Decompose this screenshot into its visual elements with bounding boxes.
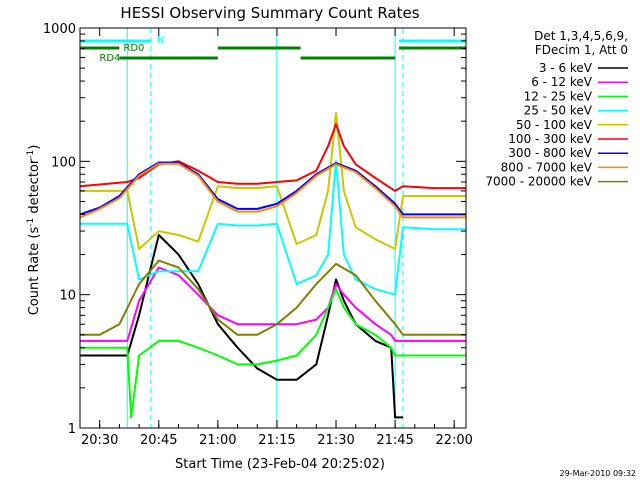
- y-tick-label-100: 100: [51, 155, 76, 170]
- legend-label-50-100-kev: 50 - 100 keV: [516, 118, 593, 132]
- y-axis-label-mid: detector: [27, 158, 42, 218]
- series-line-50-100-kev: [80, 112, 466, 250]
- x-axis-label: Start Time (23-Feb-04 20:25:02): [175, 457, 385, 472]
- x-tick-label-20-30: 20:30: [81, 433, 118, 448]
- legend-label-25-50-kev: 25 - 50 keV: [524, 104, 593, 118]
- y-axis-label-sup2: -1: [26, 150, 36, 159]
- y-axis-label-sup1: -1: [26, 218, 36, 227]
- plot-frame: [79, 27, 467, 429]
- timestamp: 29-Mar-2010 09:32: [560, 469, 637, 478]
- legend-label-6-12-kev: 6 - 12 keV: [531, 75, 593, 89]
- legend-label-300-800-kev: 300 - 800 keV: [508, 146, 592, 160]
- chart-title: HESSI Observing Summary Count Rates: [120, 4, 419, 22]
- state-bar-label-rd4: RD4: [99, 53, 120, 64]
- legend-label-800-7000-kev: 800 - 7000 keV: [501, 160, 593, 174]
- y-axis-label-main: Count Rate (s: [27, 227, 42, 316]
- series-line-3-6-kev: [80, 234, 403, 419]
- y-tick-label-10: 10: [59, 289, 76, 304]
- y-axis-ticks: 1 10 100 1000: [43, 22, 466, 437]
- series-line-12-25-kev: [80, 288, 466, 419]
- series-line-25-50-kev: [80, 160, 466, 296]
- x-tick-label-22-00: 22:00: [435, 433, 472, 448]
- x-tick-label-21-00: 21:00: [199, 433, 236, 448]
- y-tick-label-1000: 1000: [43, 22, 76, 37]
- state-bar-label-n: N: [157, 35, 164, 46]
- x-tick-label-21-15: 21:15: [258, 433, 295, 448]
- series-line-300-800-kev: [79, 161, 466, 216]
- legend-header-1: Det 1,3,4,5,6,9,: [534, 29, 628, 43]
- x-axis-ticks: 20:30 20:45 21:00 21:15 21:30 21:45 22:00: [79, 28, 473, 448]
- legend-label-3-6-kev: 3 - 6 keV: [539, 61, 593, 75]
- y-axis-label-end: ): [27, 145, 42, 150]
- series-line-7000-20000-kev: [80, 259, 466, 336]
- series-line-800-7000-kev: [79, 162, 466, 219]
- state-bar-label-rd0: RD0: [123, 43, 144, 54]
- x-tick-label-21-30: 21:30: [317, 433, 354, 448]
- legend: Det 1,3,4,5,6,9, FDecim 1, Att 0 3 - 6 k…: [485, 29, 628, 189]
- legend-label-100-300-kev: 100 - 300 keV: [508, 132, 592, 146]
- y-axis-label: Count Rate (s-1 detector-1): [26, 145, 42, 316]
- legend-header-2: FDecim 1, Att 0: [535, 43, 628, 57]
- x-tick-label-20-45: 20:45: [140, 433, 177, 448]
- y-tick-label-1: 1: [68, 422, 76, 437]
- legend-label-12-25-kev: 12 - 25 keV: [524, 89, 593, 103]
- series-lines: [79, 112, 466, 419]
- x-tick-label-21-45: 21:45: [376, 433, 413, 448]
- legend-label-7000-20000-kev: 7000 - 20000 keV: [485, 175, 592, 189]
